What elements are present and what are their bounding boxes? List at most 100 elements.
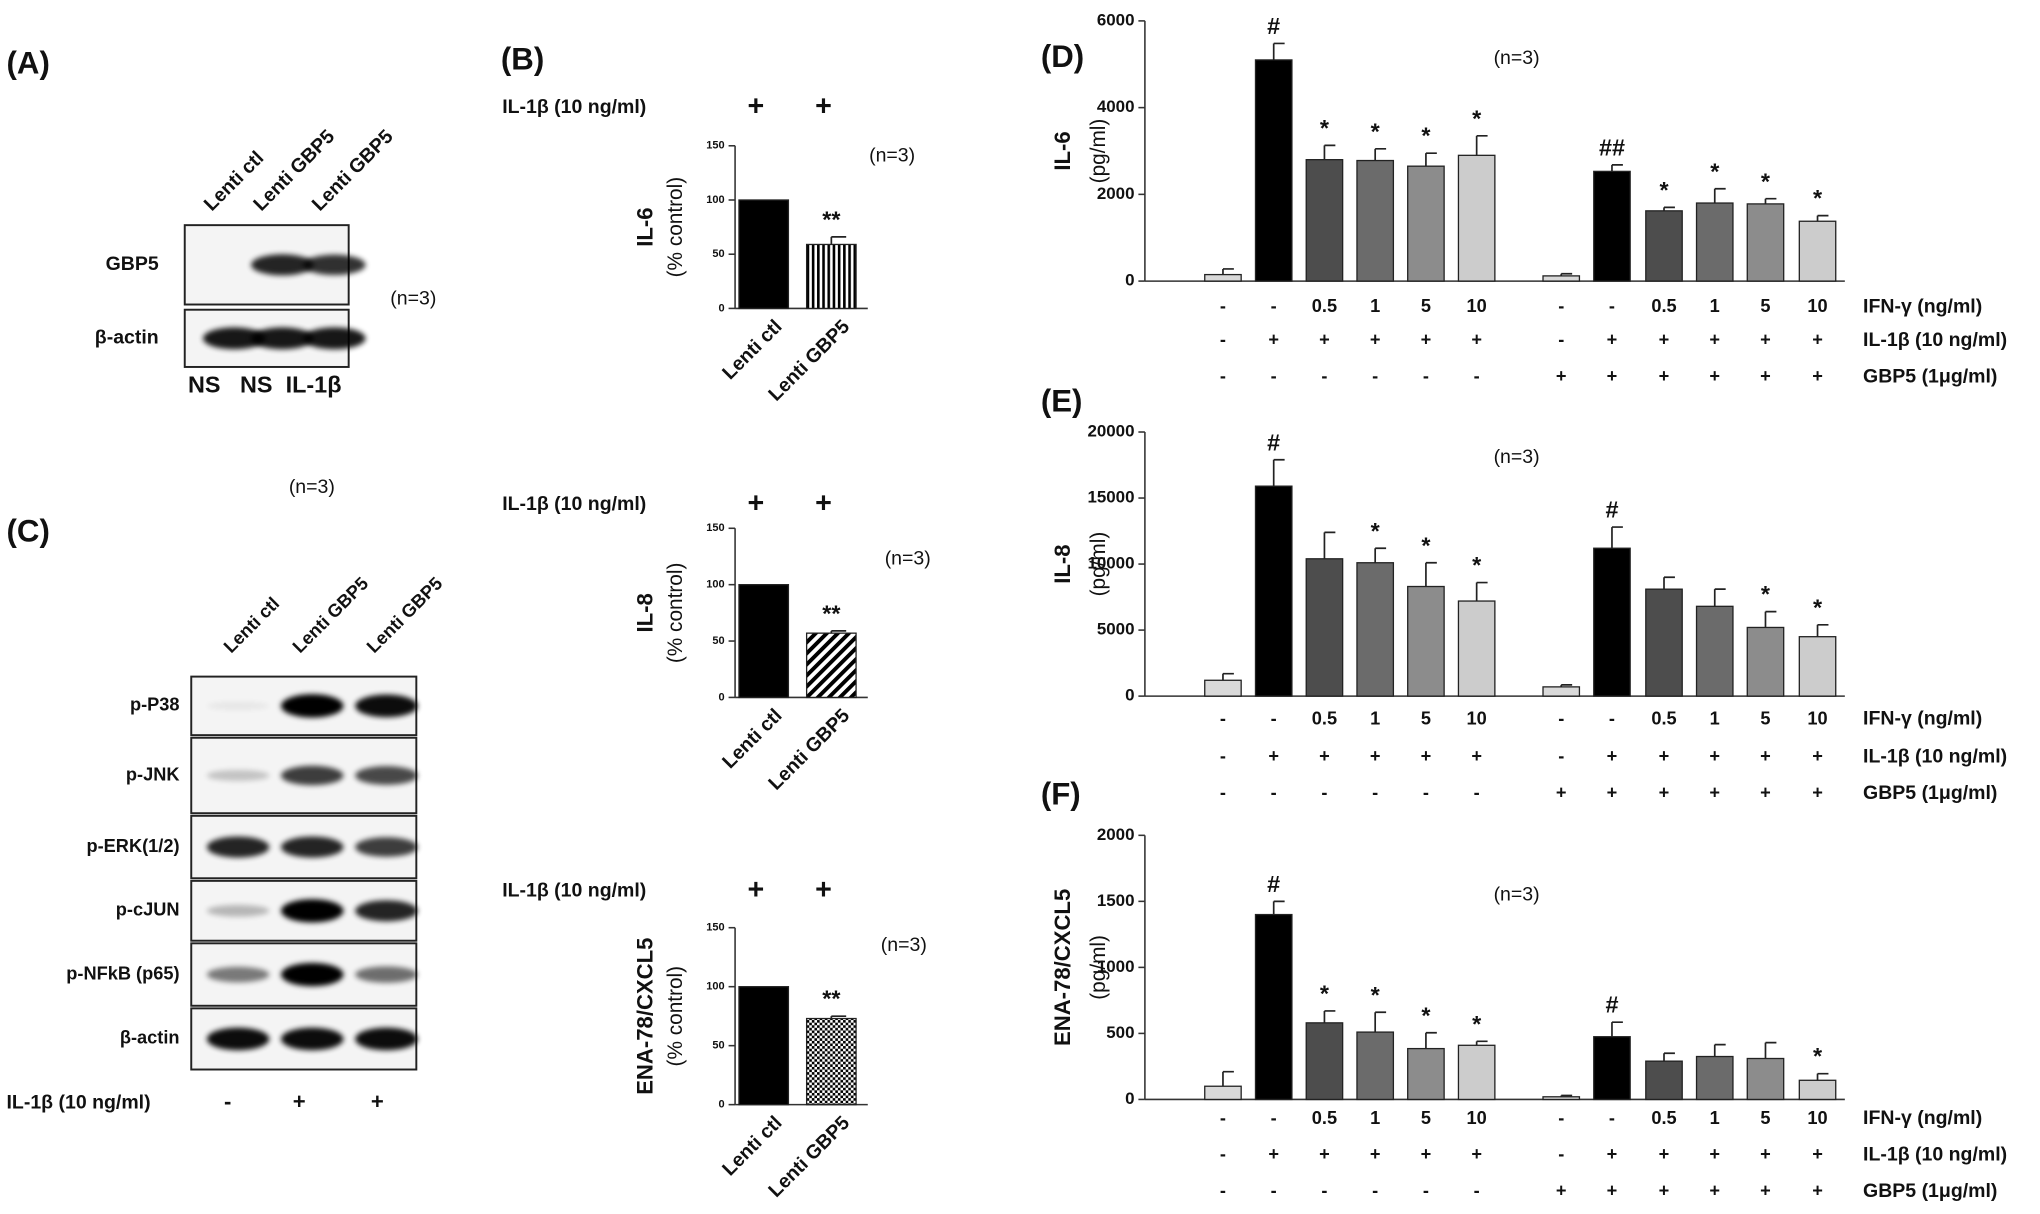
- blot-band: [206, 1027, 270, 1051]
- panel-label: (F): [1041, 777, 1081, 812]
- bar: [1305, 558, 1344, 697]
- blot-row-label: p-cJUN: [116, 900, 180, 920]
- bar: [1746, 1057, 1785, 1101]
- bar: [1356, 1031, 1395, 1101]
- y-tick-label: 10000: [1087, 554, 1134, 573]
- y-tick-label: 150: [706, 922, 724, 934]
- significance-label: *: [1320, 981, 1330, 1007]
- condition-value: -: [1558, 1144, 1564, 1164]
- condition-value: -: [1271, 1108, 1277, 1128]
- blot-band: [251, 254, 314, 276]
- error-bar: [1560, 272, 1573, 276]
- error-bar: [1816, 623, 1829, 637]
- condition-value: +: [1421, 746, 1432, 766]
- bar: [1356, 159, 1395, 282]
- bar: [1593, 1036, 1631, 1101]
- y-tick-label: 150: [706, 522, 724, 534]
- condition-value: +: [1812, 1144, 1823, 1164]
- condition-value: 10: [1807, 708, 1827, 728]
- y-axis-title: ENA-78/CXCL5: [632, 938, 657, 1095]
- error-bar: [1764, 197, 1777, 204]
- condition-value: -: [1271, 366, 1277, 386]
- condition-value: -: [1220, 746, 1226, 766]
- condition-value: +: [1421, 1144, 1432, 1164]
- bar: [1645, 1060, 1683, 1101]
- condition-value: -: [1271, 1181, 1277, 1201]
- condition-label: IFN-γ (ng/ml): [1863, 295, 1982, 317]
- significance-label: *: [1371, 982, 1381, 1008]
- significance-label: ##: [1599, 134, 1625, 160]
- significance-label: *: [1371, 118, 1381, 144]
- significance-label: *: [1813, 185, 1823, 211]
- error-bar: [1816, 214, 1829, 222]
- y-axis-title: IL-8: [632, 593, 657, 632]
- bar: [1305, 159, 1344, 282]
- significance-label: *: [1472, 105, 1482, 131]
- condition-label: GBP5 (1μg/ml): [1863, 1180, 1997, 1202]
- significance-label: *: [1813, 594, 1823, 620]
- condition-label: GBP5 (1μg/ml): [1863, 782, 1997, 804]
- error-bar: [1374, 147, 1387, 161]
- n-note: (n=3): [289, 476, 335, 498]
- condition-value: 10: [1807, 1108, 1827, 1128]
- y-tick-label: 150: [706, 140, 724, 152]
- bar: [1407, 165, 1445, 282]
- blot-band: [206, 701, 270, 711]
- treatment: NS: [240, 372, 273, 398]
- lane-label: Lenti GBP5: [363, 573, 447, 657]
- x-tick-label: Lenti ctl: [718, 316, 786, 384]
- condition-value: +: [1760, 1181, 1771, 1201]
- condition-value: 5: [1760, 1108, 1770, 1128]
- condition-value: +: [1659, 1181, 1670, 1201]
- bar: [805, 243, 857, 310]
- condition-value: +: [1607, 1181, 1618, 1201]
- bar: [738, 584, 790, 699]
- condition-value: +: [1812, 1181, 1823, 1201]
- condition-value: -: [1558, 746, 1564, 766]
- bar: [1204, 1085, 1242, 1101]
- significance-label: *: [1472, 552, 1482, 578]
- significance-label: *: [1320, 115, 1330, 141]
- significance-label: #: [1605, 992, 1618, 1018]
- condition-value: 5: [1421, 1108, 1431, 1128]
- treatment-label: IL-1β (10 ng/ml): [502, 493, 646, 515]
- n-note: (n=3): [1494, 47, 1540, 69]
- condition-label: IFN-γ (ng/ml): [1863, 1107, 1982, 1129]
- condition-value: -: [1474, 783, 1480, 803]
- y-tick-label: 50: [712, 1040, 724, 1052]
- y-tick-label: 100: [706, 981, 724, 993]
- bar: [1407, 1047, 1445, 1101]
- blot-band: [202, 327, 266, 350]
- error-bar: [1323, 531, 1336, 559]
- y-tick-label: 0: [1125, 271, 1134, 290]
- error-bar: [1611, 526, 1623, 549]
- n-note: (n=3): [885, 548, 931, 570]
- condition-value: +: [1709, 746, 1720, 766]
- panel-label: (D): [1041, 39, 1084, 74]
- condition-value: +: [1268, 746, 1279, 766]
- y-tick-label: 15000: [1087, 488, 1134, 507]
- blot-row-label: β-actin: [120, 1028, 180, 1048]
- condition-value: -: [1558, 296, 1564, 316]
- condition-value: +: [1812, 330, 1823, 350]
- error-bar: [1272, 458, 1285, 487]
- condition-value: +: [1607, 366, 1618, 386]
- condition-value: 1: [1370, 708, 1380, 728]
- condition-value: -: [1423, 783, 1429, 803]
- bar: [805, 1017, 857, 1106]
- error-bar: [1222, 268, 1234, 275]
- bar: [1254, 913, 1293, 1101]
- condition-value: 5: [1760, 708, 1770, 728]
- condition-value: +: [1760, 1144, 1771, 1164]
- condition-value: 0.5: [1651, 708, 1676, 728]
- condition-value: -: [1321, 1181, 1327, 1201]
- condition-value: -: [1220, 330, 1226, 350]
- condition-value: +: [1370, 1144, 1381, 1164]
- condition-value: -: [1558, 330, 1564, 350]
- y-axis-title: ENA-78/CXCL5: [1050, 889, 1075, 1046]
- condition-label: GBP5 (1μg/ml): [1863, 366, 1997, 388]
- y-axis-subtitle: (pg/ml): [1087, 119, 1110, 184]
- blot-band: [303, 327, 366, 350]
- treatment: +: [815, 487, 832, 519]
- blot-row-label: p-JNK: [126, 764, 180, 784]
